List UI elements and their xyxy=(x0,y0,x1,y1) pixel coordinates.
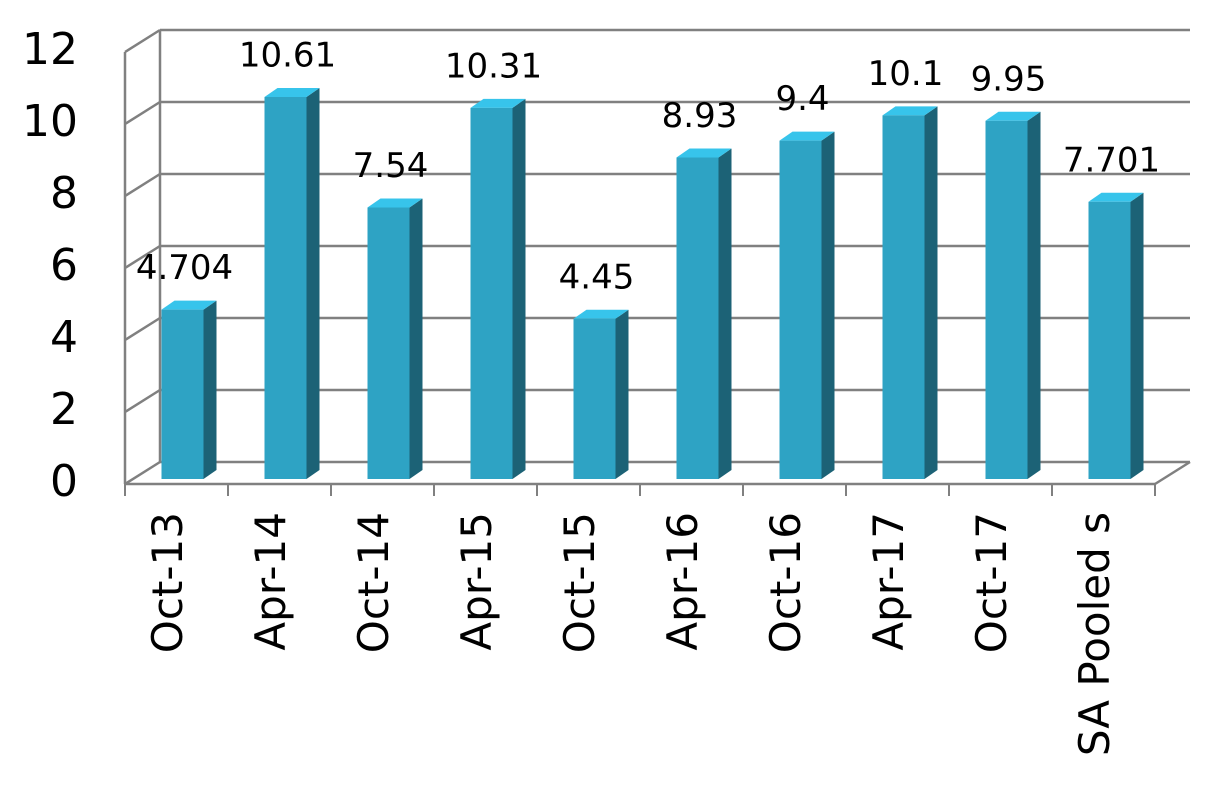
x-tick-label: Apr-14 xyxy=(246,512,295,651)
bar-top xyxy=(264,88,320,98)
bar xyxy=(264,88,320,479)
bar-front xyxy=(1088,201,1131,479)
x-tick-label: Apr-15 xyxy=(452,512,501,651)
bar-top xyxy=(573,309,629,319)
bar-front xyxy=(779,140,822,479)
data-label: 10.1 xyxy=(868,54,944,94)
bar-side xyxy=(409,198,423,479)
bar-front xyxy=(985,120,1028,480)
bar-side xyxy=(512,98,526,479)
floor-edge xyxy=(1154,460,1191,486)
y-tick-label: 2 xyxy=(50,384,78,435)
data-label: 10.31 xyxy=(445,46,542,86)
y-tick-label: 4 xyxy=(50,312,78,363)
bar-front xyxy=(676,157,719,479)
bar xyxy=(882,106,938,480)
x-tick-label: Oct-13 xyxy=(143,512,192,653)
bar-side xyxy=(1027,111,1041,480)
grid-line-side xyxy=(124,28,161,54)
x-tick-label: SA Pooled s xyxy=(1070,512,1119,756)
bar-side xyxy=(306,88,320,479)
y-tick-label: 10 xyxy=(22,96,78,147)
bar xyxy=(161,300,217,479)
bar-side xyxy=(924,106,938,480)
y-tick-label: 6 xyxy=(50,240,78,291)
x-tick-label: Oct-14 xyxy=(349,512,398,653)
data-label: 4.704 xyxy=(136,248,233,288)
bar-front xyxy=(367,207,410,479)
bar-top xyxy=(367,198,423,208)
grid-line-side xyxy=(124,172,161,198)
x-tick-label: Oct-15 xyxy=(555,512,604,653)
bar-front xyxy=(882,115,925,480)
bar-front xyxy=(573,318,616,479)
bar-top xyxy=(779,131,835,141)
x-tick-label: Apr-17 xyxy=(864,512,913,651)
bar xyxy=(676,148,732,479)
bar xyxy=(573,309,629,479)
bar-top xyxy=(161,300,217,310)
bar-top xyxy=(985,111,1041,121)
bar-side xyxy=(821,131,835,479)
bar xyxy=(779,131,835,479)
data-label: 8.93 xyxy=(662,96,738,136)
x-tick-label: Apr-16 xyxy=(658,512,707,651)
bar-front xyxy=(161,309,204,479)
grid-line-side xyxy=(124,100,161,126)
bar-side xyxy=(1130,192,1144,479)
x-tick-label: Oct-16 xyxy=(761,512,810,653)
data-label: 4.45 xyxy=(559,257,635,297)
y-tick-label: 0 xyxy=(50,456,78,507)
y-tick-label: 12 xyxy=(22,24,78,75)
bar-top xyxy=(1088,192,1144,202)
y-tick-label: 8 xyxy=(50,168,78,219)
bar-side xyxy=(203,300,217,479)
bar-top xyxy=(882,106,938,116)
bar-front xyxy=(470,107,513,479)
grid-line-side xyxy=(124,388,161,414)
data-label: 9.95 xyxy=(971,59,1047,99)
data-label: 10.61 xyxy=(239,36,336,76)
bar xyxy=(367,198,423,479)
bar xyxy=(1088,192,1144,479)
bar-front xyxy=(264,97,307,479)
bar xyxy=(470,98,526,479)
data-label: 7.54 xyxy=(353,146,429,186)
x-tick-label: Oct-17 xyxy=(967,512,1016,653)
bar xyxy=(985,111,1041,480)
data-label: 7.701 xyxy=(1063,140,1160,180)
bar-top xyxy=(676,148,732,158)
grid-line-side xyxy=(124,316,161,342)
bar-side xyxy=(615,309,629,479)
bar-top xyxy=(470,98,526,108)
bar-side xyxy=(718,148,732,479)
data-label: 9.4 xyxy=(775,79,829,119)
grid-line-side xyxy=(124,244,161,270)
grid-line-side xyxy=(124,460,161,486)
